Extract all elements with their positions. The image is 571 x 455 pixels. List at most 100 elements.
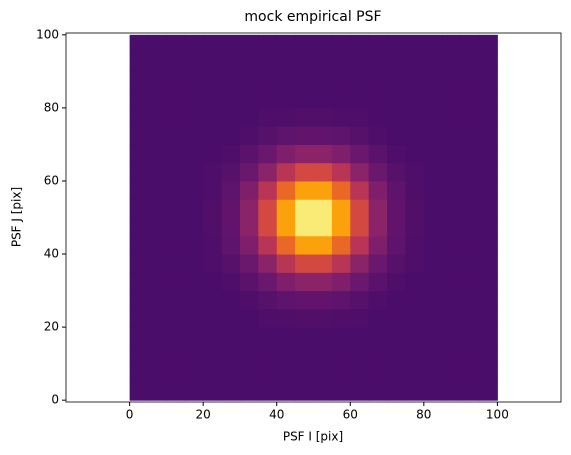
heatmap-cell [478, 53, 498, 72]
heatmap-cell [276, 199, 296, 218]
heatmap-cell [184, 34, 204, 54]
heatmap-cell [387, 180, 406, 200]
heatmap-cell [203, 180, 223, 200]
heatmap-cell [387, 290, 406, 310]
heatmap-cell [184, 126, 204, 145]
heatmap-cell [350, 272, 370, 292]
heatmap-cell [295, 126, 314, 145]
x-tick-label: 80 [416, 408, 431, 422]
heatmap-cell [258, 217, 278, 237]
heatmap-cell [405, 53, 425, 72]
heatmap-cell [423, 272, 443, 292]
heatmap-cell [313, 53, 333, 72]
heatmap-cell [423, 34, 443, 54]
heatmap-cell [129, 180, 149, 200]
heatmap-cell [295, 89, 314, 109]
heatmap-cell [276, 345, 296, 365]
heatmap-cell [239, 254, 259, 273]
heatmap-cell [276, 162, 296, 182]
heatmap-cell [184, 290, 204, 310]
heatmap-cell [405, 71, 425, 91]
heatmap-cell [258, 272, 278, 292]
heatmap-cell [405, 34, 425, 54]
heatmap-cell [313, 34, 333, 54]
heatmap-cell [423, 254, 443, 273]
heatmap-cell [405, 107, 425, 127]
heatmap-cell [478, 34, 498, 54]
heatmap-cell [478, 235, 498, 255]
heatmap-cell [203, 34, 223, 54]
heatmap-cell [148, 162, 167, 182]
heatmap-cell [166, 144, 186, 164]
heatmap-cell [239, 126, 259, 145]
heatmap-cell [442, 327, 462, 346]
heatmap-cell [221, 144, 241, 164]
heatmap-cell [258, 107, 278, 127]
heatmap-cell [350, 107, 370, 127]
heatmap-cell [350, 381, 370, 401]
heatmap-cell [331, 290, 351, 310]
y-axis-label: PSF J [pix] [10, 187, 24, 247]
heatmap-cell [423, 199, 443, 218]
heatmap-cell [148, 381, 167, 401]
heatmap-cell [313, 290, 333, 310]
heatmap-cell [203, 290, 223, 310]
heatmap-cell [184, 144, 204, 164]
heatmap-cell [203, 107, 223, 127]
heatmap-cell [258, 180, 278, 200]
heatmap-cell [405, 345, 425, 365]
heatmap-cell [405, 217, 425, 237]
heatmap-cell [368, 126, 388, 145]
heatmap-cell [258, 126, 278, 145]
heatmap-cell [276, 381, 296, 401]
heatmap-cell [221, 327, 241, 346]
heatmap-cell [295, 345, 314, 365]
heatmap-cell [478, 126, 498, 145]
heatmap-cell [148, 71, 167, 91]
heatmap-cell [166, 308, 186, 328]
heatmap-cell [258, 254, 278, 273]
heatmap-cell [442, 34, 462, 54]
heatmap-cell [387, 34, 406, 54]
heatmap-cell [129, 199, 149, 218]
heatmap-cell [460, 381, 480, 401]
heatmap-cell [368, 254, 388, 273]
heatmap-cell [423, 308, 443, 328]
heatmap-cell [184, 162, 204, 182]
heatmap-cell [313, 363, 333, 383]
heatmap-cell [368, 107, 388, 127]
heatmap-cell [460, 345, 480, 365]
heatmap-cell [423, 217, 443, 237]
heatmap-cell [258, 199, 278, 218]
heatmap-cell [405, 254, 425, 273]
heatmap-cell [184, 345, 204, 365]
heatmap-cell [405, 327, 425, 346]
heatmap-cell [166, 254, 186, 273]
heatmap-cell [387, 144, 406, 164]
heatmap-cell [276, 71, 296, 91]
heatmap-cell [331, 53, 351, 72]
heatmap-cell [166, 327, 186, 346]
heatmap-cell [350, 34, 370, 54]
heatmap-cell [129, 235, 149, 255]
heatmap-cell [203, 235, 223, 255]
heatmap-cell [313, 254, 333, 273]
heatmap-cell [276, 107, 296, 127]
heatmap-cell [405, 162, 425, 182]
heatmap-cell [331, 308, 351, 328]
heatmap-cell [423, 126, 443, 145]
heatmap-cell [129, 363, 149, 383]
heatmap-cell [258, 71, 278, 91]
heatmap-cell [295, 254, 314, 273]
heatmap-cell [239, 381, 259, 401]
heatmap-cell [387, 199, 406, 218]
heatmap-cell [442, 235, 462, 255]
heatmap-cell [129, 308, 149, 328]
heatmap-cell [184, 235, 204, 255]
heatmap-cell [221, 290, 241, 310]
y-tick-label: 40 [44, 247, 59, 261]
heatmap-cell [423, 162, 443, 182]
heatmap-cell [221, 381, 241, 401]
heatmap-cell [203, 363, 223, 383]
